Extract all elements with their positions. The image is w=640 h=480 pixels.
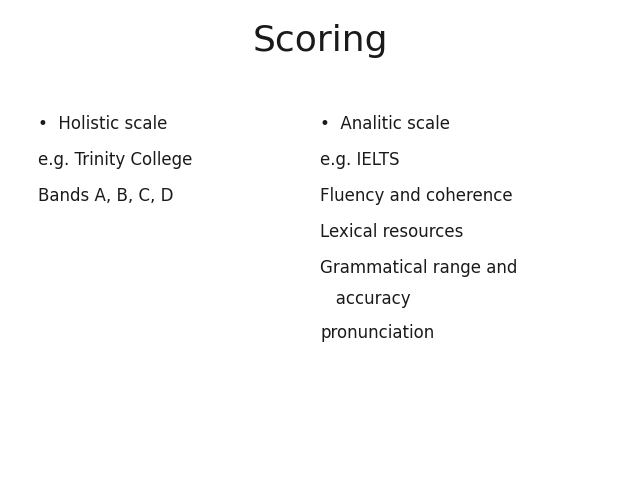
Text: pronunciation: pronunciation <box>320 324 435 342</box>
Text: Fluency and coherence: Fluency and coherence <box>320 187 513 205</box>
Text: e.g. Trinity College: e.g. Trinity College <box>38 151 193 169</box>
Text: •  Analitic scale: • Analitic scale <box>320 115 450 133</box>
Text: Scoring: Scoring <box>252 24 388 58</box>
Text: Grammatical range and: Grammatical range and <box>320 259 517 277</box>
Text: e.g. IELTS: e.g. IELTS <box>320 151 399 169</box>
Text: Bands A, B, C, D: Bands A, B, C, D <box>38 187 174 205</box>
Text: •  Holistic scale: • Holistic scale <box>38 115 168 133</box>
Text: Lexical resources: Lexical resources <box>320 223 463 241</box>
Text: accuracy: accuracy <box>320 290 411 308</box>
